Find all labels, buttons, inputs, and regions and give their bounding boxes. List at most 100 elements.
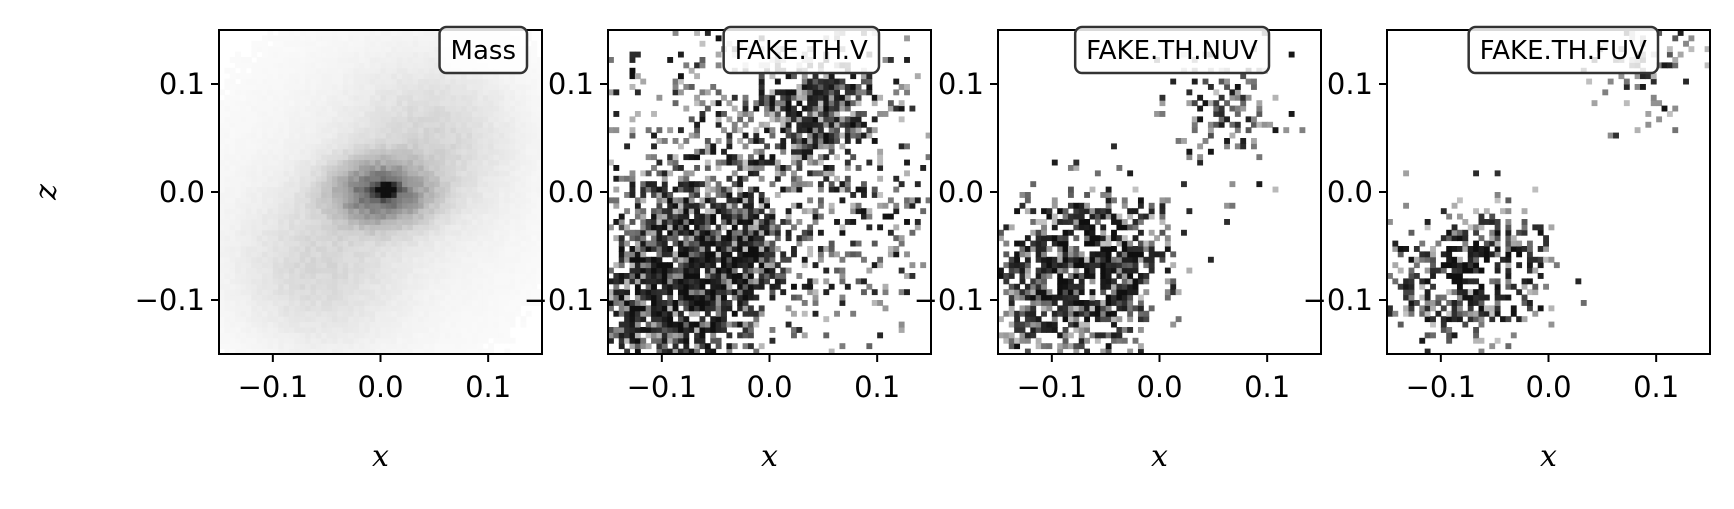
heatmap-cell xyxy=(219,197,225,204)
heatmap-cell xyxy=(796,143,803,150)
heatmap-cell xyxy=(742,256,749,263)
heatmap-cell xyxy=(866,213,873,220)
heatmap-cell xyxy=(256,181,263,188)
heatmap-cell xyxy=(704,310,711,317)
heatmap-cell xyxy=(613,89,620,96)
heatmap-cell xyxy=(445,186,451,193)
heatmap-cell xyxy=(407,235,414,242)
heatmap-cell xyxy=(288,143,295,150)
heatmap-cell xyxy=(721,192,727,198)
heatmap-cell xyxy=(278,111,285,117)
heatmap-cell xyxy=(504,89,511,96)
heatmap-cell xyxy=(326,40,333,47)
heatmap-cell xyxy=(861,289,867,296)
heatmap-cell xyxy=(262,224,268,231)
heatmap-cell xyxy=(245,89,252,96)
heatmap-cell xyxy=(520,94,527,101)
heatmap-cell xyxy=(721,159,727,166)
heatmap-cell xyxy=(380,337,387,344)
heatmap-cell xyxy=(531,78,538,85)
heatmap-cell xyxy=(747,343,754,350)
heatmap-cell xyxy=(423,127,430,134)
heatmap-cell xyxy=(423,327,430,333)
heatmap-cell xyxy=(624,192,631,198)
heatmap-cell xyxy=(828,78,835,85)
heatmap-cell xyxy=(434,51,441,58)
heatmap-cell xyxy=(229,310,236,317)
heatmap-cell xyxy=(531,251,538,258)
heatmap-cell xyxy=(267,30,274,36)
heatmap-cell xyxy=(358,46,365,53)
heatmap-cell xyxy=(375,35,381,42)
heatmap-cell xyxy=(240,105,247,112)
heatmap-cell xyxy=(305,219,312,225)
heatmap-cell xyxy=(801,78,808,85)
heatmap-cell xyxy=(694,219,701,225)
heatmap-cell xyxy=(229,337,236,344)
heatmap-cell xyxy=(369,181,376,188)
heatmap-cell xyxy=(651,289,657,296)
heatmap-cell xyxy=(742,332,749,339)
heatmap-cell xyxy=(758,89,765,96)
heatmap-cell xyxy=(251,332,258,339)
heatmap-cell xyxy=(423,310,430,317)
heatmap-cell xyxy=(428,267,435,274)
heatmap-cell xyxy=(283,262,290,269)
heatmap-cell xyxy=(310,256,317,263)
heatmap-cell xyxy=(235,343,242,350)
heatmap-cell xyxy=(704,148,711,155)
heatmap-cell xyxy=(380,224,387,231)
heatmap-cell xyxy=(482,240,489,247)
heatmap-cell xyxy=(428,148,435,155)
heatmap-cell xyxy=(520,246,527,252)
heatmap-cell xyxy=(278,159,285,166)
heatmap-cell xyxy=(423,224,430,231)
heatmap-cell xyxy=(262,121,268,128)
heatmap-cell xyxy=(525,105,532,112)
heatmap-cell xyxy=(310,305,317,312)
heatmap-cell xyxy=(418,337,425,344)
heatmap-cell xyxy=(640,305,647,312)
heatmap-cell xyxy=(445,229,451,236)
heatmap-cell xyxy=(624,273,631,279)
heatmap-cell xyxy=(661,235,668,242)
heatmap-cell xyxy=(380,348,387,354)
heatmap-cell xyxy=(315,197,322,204)
heatmap-cell xyxy=(704,343,711,350)
heatmap-cell xyxy=(235,208,242,215)
heatmap-cell xyxy=(305,138,312,144)
heatmap-cell xyxy=(385,154,392,161)
heatmap-cell xyxy=(608,197,614,204)
heatmap-cell xyxy=(823,132,830,139)
heatmap-cell xyxy=(310,51,317,58)
heatmap-cell xyxy=(278,256,285,263)
heatmap-cell xyxy=(455,73,462,80)
heatmap-cell xyxy=(445,181,451,188)
heatmap-cell xyxy=(796,219,803,225)
heatmap-cell xyxy=(310,343,317,350)
heatmap-cell xyxy=(245,84,252,90)
heatmap-cell xyxy=(726,289,733,296)
heatmap-cell xyxy=(294,46,301,53)
heatmap-cell xyxy=(871,240,878,247)
heatmap-cell xyxy=(909,202,916,209)
heatmap-cell xyxy=(785,116,792,123)
heatmap-cell xyxy=(656,294,663,301)
heatmap-cell xyxy=(834,154,840,161)
heatmap-cell xyxy=(251,300,258,306)
heatmap-cell xyxy=(482,143,489,150)
heatmap-cell xyxy=(747,229,754,236)
heatmap-cell xyxy=(337,154,344,161)
heatmap-cell xyxy=(466,170,473,177)
heatmap-cell xyxy=(694,229,701,236)
heatmap-cell xyxy=(348,143,355,150)
heatmap-cell xyxy=(715,267,722,274)
heatmap-cell xyxy=(726,246,733,252)
heatmap-cell xyxy=(272,283,279,290)
heatmap-cell xyxy=(877,94,884,101)
heatmap-cell xyxy=(904,289,910,296)
heatmap-cell xyxy=(871,100,878,107)
heatmap-cell xyxy=(299,283,306,290)
heatmap-cell xyxy=(461,240,468,247)
heatmap-cell xyxy=(504,100,511,107)
